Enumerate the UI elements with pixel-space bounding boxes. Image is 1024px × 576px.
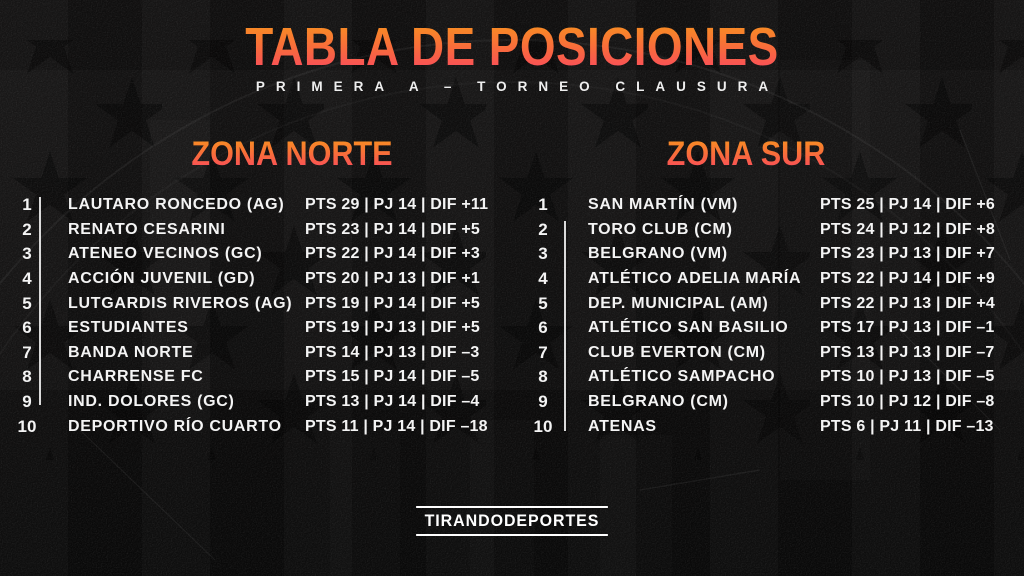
table-row: 2 TORO CLUB (CM) PTS 24 | PJ 12 | DIF +8 — [528, 218, 1014, 243]
team-stats: PTS 19 | PJ 13 | DIF +5 — [305, 319, 480, 337]
team-name: LAUTARO RONCEDO (AG) — [68, 196, 285, 214]
team-name: ATENEO VECINOS (GC) — [68, 245, 263, 263]
table-row: 1 LAUTARO RONCEDO (AG) PTS 29 | PJ 14 | … — [12, 193, 514, 218]
position-number: 5 — [538, 293, 548, 313]
position-number: 7 — [22, 342, 32, 362]
table-row: 8 CHARRENSE FC PTS 15 | PJ 14 | DIF –5 — [12, 365, 514, 390]
table-row: 8 ATLÉTICO SAMPACHO PTS 10 | PJ 13 | DIF… — [528, 365, 1014, 390]
team-stats: PTS 13 | PJ 14 | DIF –4 — [305, 393, 480, 411]
team-stats: PTS 22 | PJ 14 | DIF +9 — [820, 270, 995, 288]
team-stats: PTS 23 | PJ 14 | DIF +5 — [305, 220, 480, 238]
table-row: 4 ATLÉTICO ADELIA MARÍA PTS 22 | PJ 14 |… — [528, 267, 1014, 292]
zone-sur-title: ZONA SUR — [552, 137, 941, 171]
team-name: ATLÉTICO ADELIA MARÍA — [588, 270, 802, 288]
footer: TIRANDODEPORTES — [0, 506, 1024, 536]
team-name: LUTGARDIS RIVEROS (AG) — [68, 294, 293, 312]
position-number: 4 — [538, 269, 548, 289]
team-stats: PTS 11 | PJ 14 | DIF –18 — [305, 417, 488, 435]
team-stats: PTS 24 | PJ 12 | DIF +8 — [820, 220, 995, 238]
position-number: 6 — [22, 318, 32, 338]
team-name: ACCIÓN JUVENIL (GD) — [68, 270, 256, 288]
rank-divider — [39, 197, 41, 405]
position-number: 10 — [533, 416, 553, 436]
table-row: 3 BELGRANO (VM) PTS 23 | PJ 13 | DIF +7 — [528, 242, 1014, 267]
page-title: TABLA DE POSICIONES — [77, 20, 947, 74]
position-number: 3 — [538, 244, 548, 264]
team-stats: PTS 20 | PJ 13 | DIF +1 — [305, 270, 480, 288]
team-stats: PTS 14 | PJ 13 | DIF –3 — [305, 343, 480, 361]
position-number: 6 — [538, 318, 548, 338]
team-stats: PTS 29 | PJ 14 | DIF +11 — [305, 196, 489, 214]
team-name: BANDA NORTE — [68, 343, 194, 361]
position-number: 3 — [22, 244, 32, 264]
team-stats: PTS 22 | PJ 14 | DIF +3 — [305, 245, 480, 263]
table-row: 3 ATENEO VECINOS (GC) PTS 22 | PJ 14 | D… — [12, 242, 514, 267]
team-name: TORO CLUB (CM) — [588, 220, 733, 238]
team-name: BELGRANO (CM) — [588, 393, 729, 411]
table-row: 10 DEPORTIVO RÍO CUARTO PTS 11 | PJ 14 |… — [12, 414, 514, 439]
team-stats: PTS 10 | PJ 13 | DIF –5 — [820, 368, 995, 386]
page-subtitle: PRIMERA A – TORNEO CLAUSURA — [255, 79, 780, 94]
team-name: ATLÉTICO SAN BASILIO — [588, 319, 789, 337]
table-row: 6 ESTUDIANTES PTS 19 | PJ 13 | DIF +5 — [12, 316, 514, 341]
team-name: CHARRENSE FC — [68, 368, 204, 386]
team-name: DEP. MUNICIPAL (AM) — [588, 294, 769, 312]
team-name: ESTUDIANTES — [68, 319, 189, 337]
position-number: 9 — [22, 392, 32, 412]
team-name: ATLÉTICO SAMPACHO — [588, 368, 776, 386]
position-number: 2 — [22, 219, 32, 239]
team-name: DEPORTIVO RÍO CUARTO — [68, 417, 282, 435]
table-row: 9 IND. DOLORES (GC) PTS 13 | PJ 14 | DIF… — [12, 390, 514, 415]
zone-norte-table: 1 LAUTARO RONCEDO (AG) PTS 29 | PJ 14 | … — [12, 193, 514, 439]
team-stats: PTS 6 | PJ 11 | DIF –13 — [820, 417, 994, 435]
position-number: 7 — [538, 342, 548, 362]
team-name: SAN MARTÍN (VM) — [588, 196, 739, 214]
position-number: 9 — [538, 392, 548, 412]
table-row: 10 ATENAS PTS 6 | PJ 11 | DIF –13 — [528, 414, 1014, 439]
position-number: 4 — [22, 269, 32, 289]
table-row: 2 RENATO CESARINI PTS 23 | PJ 14 | DIF +… — [12, 218, 514, 243]
table-row: 4 ACCIÓN JUVENIL (GD) PTS 20 | PJ 13 | D… — [12, 267, 514, 292]
team-stats: PTS 10 | PJ 12 | DIF –8 — [820, 393, 995, 411]
table-row: 5 DEP. MUNICIPAL (AM) PTS 22 | PJ 13 | D… — [528, 291, 1014, 316]
position-number: 1 — [22, 195, 32, 215]
team-name: ATENAS — [588, 417, 657, 435]
table-row: 9 BELGRANO (CM) PTS 10 | PJ 12 | DIF –8 — [528, 390, 1014, 415]
table-row: 7 CLUB EVERTON (CM) PTS 13 | PJ 13 | DIF… — [528, 341, 1014, 366]
table-row: 5 LUTGARDIS RIVEROS (AG) PTS 19 | PJ 14 … — [12, 291, 514, 316]
position-number: 5 — [22, 293, 32, 313]
position-number: 2 — [538, 219, 548, 239]
team-name: CLUB EVERTON (CM) — [588, 343, 766, 361]
zone-sur-table: 1 SAN MARTÍN (VM) PTS 25 | PJ 14 | DIF +… — [528, 193, 1014, 439]
position-number: 10 — [17, 416, 37, 436]
brand-logo: TIRANDODEPORTES — [416, 506, 608, 536]
table-row: 6 ATLÉTICO SAN BASILIO PTS 17 | PJ 13 | … — [528, 316, 1014, 341]
zone-norte-title: ZONA NORTE — [29, 137, 555, 171]
team-stats: PTS 13 | PJ 13 | DIF –7 — [820, 343, 995, 361]
team-name: IND. DOLORES (GC) — [68, 393, 235, 411]
team-stats: PTS 23 | PJ 13 | DIF +7 — [820, 245, 995, 263]
team-name: BELGRANO (VM) — [588, 245, 728, 263]
table-row: 1 SAN MARTÍN (VM) PTS 25 | PJ 14 | DIF +… — [528, 193, 1014, 218]
position-number: 8 — [22, 367, 32, 387]
position-number: 1 — [538, 195, 548, 215]
team-stats: PTS 19 | PJ 14 | DIF +5 — [305, 294, 480, 312]
position-number: 8 — [538, 367, 548, 387]
team-stats: PTS 15 | PJ 14 | DIF –5 — [305, 368, 480, 386]
team-stats: PTS 17 | PJ 13 | DIF –1 — [820, 319, 995, 337]
rank-divider — [564, 221, 566, 431]
team-stats: PTS 22 | PJ 13 | DIF +4 — [820, 294, 995, 312]
table-row: 7 BANDA NORTE PTS 14 | PJ 13 | DIF –3 — [12, 341, 514, 366]
team-stats: PTS 25 | PJ 14 | DIF +6 — [820, 196, 995, 214]
team-name: RENATO CESARINI — [68, 220, 226, 238]
